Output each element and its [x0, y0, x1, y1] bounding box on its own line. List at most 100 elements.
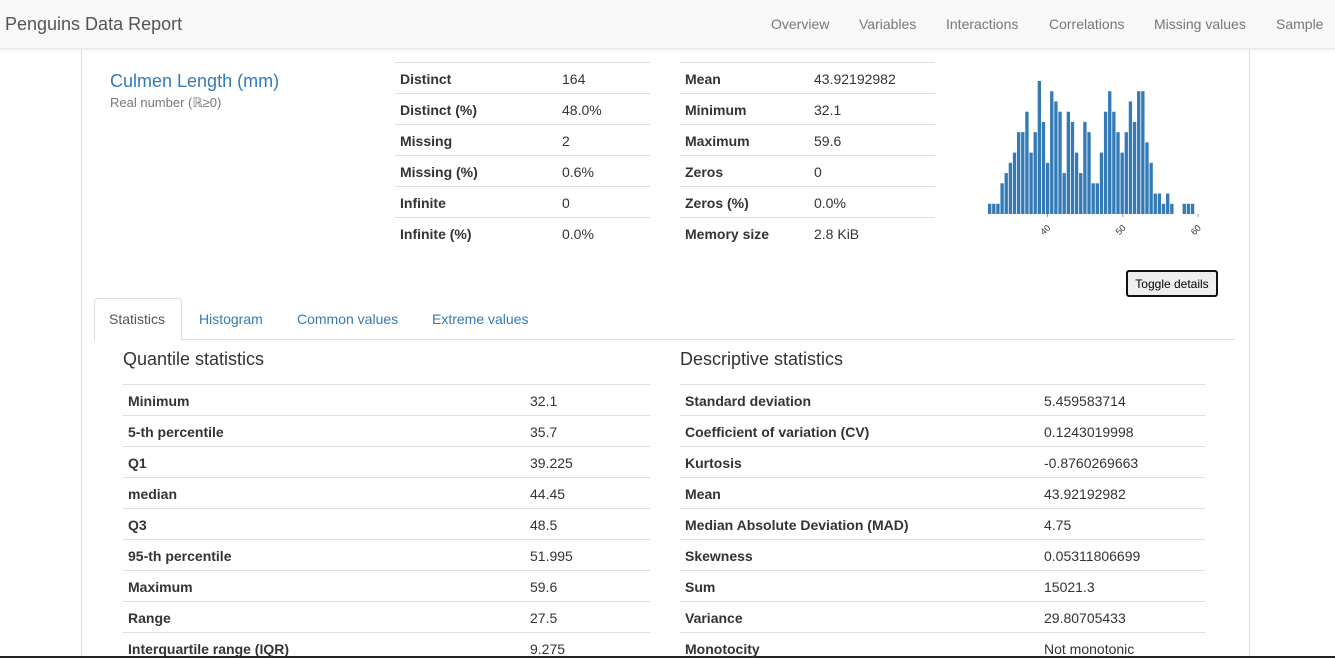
- table-row: Coefficient of variation (CV) 0.124301999…: [680, 415, 1205, 446]
- row-label: 95-th percentile: [128, 548, 232, 564]
- row-label: Variance: [685, 610, 743, 626]
- table-row: Zeros (%) 0.0%: [680, 186, 935, 217]
- row-value: 0.05311806699: [1044, 548, 1141, 564]
- bar: [996, 203, 1000, 214]
- tab[interactable]: Common values: [297, 311, 399, 327]
- x-tick-label: 40: [1038, 223, 1052, 237]
- row-label: Q1: [128, 455, 147, 471]
- bar: [1128, 101, 1133, 214]
- row-value: 59.6: [814, 133, 842, 149]
- row-label: Memory size: [685, 226, 770, 242]
- bar: [1103, 111, 1108, 214]
- nav-link[interactable]: Correlations: [1049, 16, 1125, 32]
- bar: [1021, 132, 1025, 214]
- row-label: Infinite (%): [400, 226, 472, 242]
- bar: [1157, 193, 1162, 214]
- row-value: 43.92192982: [814, 71, 896, 87]
- row-value: 48.0%: [562, 102, 602, 118]
- section-title: Descriptive statistics: [680, 349, 844, 369]
- bar: [1062, 173, 1066, 214]
- tab[interactable]: Histogram: [199, 311, 263, 327]
- nav-link[interactable]: Overview: [771, 16, 830, 32]
- nav-link[interactable]: Missing values: [1154, 16, 1246, 32]
- bar: [1132, 121, 1137, 214]
- row-value: 0.1243019998: [1044, 424, 1134, 440]
- bar: [1190, 203, 1195, 214]
- table-row: Maximum 59.6: [680, 124, 935, 155]
- brand[interactable]: Penguins Data Report: [5, 14, 183, 34]
- table-row: Infinite 0: [395, 186, 650, 217]
- row-label: Missing (%): [400, 164, 478, 180]
- bar: [1054, 101, 1058, 214]
- bar: [1070, 121, 1075, 214]
- row-label: Zeros: [685, 164, 724, 180]
- tab-line: [94, 339, 1235, 340]
- row-label: Mean: [685, 71, 721, 87]
- bar: [1108, 91, 1112, 214]
- navbar: Penguins Data Report Overview Variables In…: [0, 0, 1335, 49]
- row-label: Sum: [685, 579, 716, 595]
- row-label: Minimum: [128, 393, 190, 409]
- table-row: Range 27.5: [123, 601, 650, 632]
- table-row: Missing (%) 0.6%: [395, 155, 650, 186]
- active-tab: [94, 298, 182, 341]
- bar: [1153, 193, 1157, 214]
- row-value: 59.6: [530, 579, 558, 595]
- bar: [1182, 203, 1186, 214]
- bottom-edge: [0, 656, 1335, 658]
- tab[interactable]: Statistics: [109, 311, 166, 327]
- row-value: 44.45: [530, 486, 566, 502]
- table-row: Zeros 0: [680, 155, 935, 186]
- row-value: 0: [814, 164, 822, 180]
- table-row: Mean 43.92192982: [680, 62, 935, 93]
- row-value: -0.8760269663: [1044, 455, 1139, 471]
- row-label: Mean: [685, 486, 721, 502]
- row-label: Median Absolute Deviation (MAD): [685, 517, 909, 533]
- bar: [1066, 111, 1070, 214]
- row-value: 0: [562, 195, 570, 211]
- bar: [1025, 111, 1029, 214]
- variable-name[interactable]: Culmen Length (mm): [110, 71, 280, 91]
- section-title: Quantile statistics: [123, 349, 265, 369]
- row-value: 0.0%: [814, 195, 846, 211]
- nav-link[interactable]: Sample: [1276, 16, 1324, 32]
- bar: [1099, 152, 1104, 214]
- row-label: Distinct (%): [400, 102, 477, 118]
- tab[interactable]: Extreme values: [432, 311, 529, 327]
- bar: [1041, 121, 1046, 214]
- table-row: 5-th percentile 35.7: [123, 415, 650, 446]
- nav-link[interactable]: Interactions: [946, 16, 1019, 32]
- content: [81, 49, 1250, 658]
- bar: [1166, 193, 1170, 214]
- row-value: 32.1: [530, 393, 558, 409]
- row-value: 29.80705433: [1044, 610, 1126, 626]
- toggle-details[interactable]: Toggle details: [1126, 270, 1218, 297]
- row-value: 2.8 KiB: [814, 226, 860, 242]
- row-label: Maximum: [685, 133, 750, 149]
- row-value: 43.92192982: [1044, 486, 1126, 502]
- row-label: Infinite: [400, 195, 446, 211]
- bar: [988, 203, 992, 214]
- table-row: Interquartile range (IQR) 9.275: [123, 632, 650, 658]
- table-row: Q1 39.225: [123, 446, 650, 477]
- row-value: 39.225: [530, 455, 573, 471]
- row-label: Monotocity: [685, 641, 760, 657]
- table-row: Distinct 164: [395, 62, 650, 93]
- bar: [1074, 152, 1079, 214]
- table-row: Distinct (%) 48.0%: [395, 93, 650, 124]
- nav-link[interactable]: Variables: [859, 16, 917, 32]
- row-value: 164: [562, 71, 586, 87]
- table-row: Minimum 32.1: [123, 384, 650, 415]
- bar: [1000, 183, 1004, 214]
- variable-type: Real number (ℝ≥0): [110, 95, 222, 110]
- mini-histogram: 40 50 60: [988, 81, 1203, 237]
- row-value: 5.459583714: [1044, 393, 1126, 409]
- row-value: 2: [562, 133, 570, 149]
- bar: [1087, 132, 1091, 214]
- row-label: Interquartile range (IQR): [128, 641, 290, 657]
- row-label: Coefficient of variation (CV): [685, 424, 870, 440]
- row-label: median: [128, 486, 178, 502]
- bar: [1029, 152, 1033, 214]
- row-label: Maximum: [128, 579, 193, 595]
